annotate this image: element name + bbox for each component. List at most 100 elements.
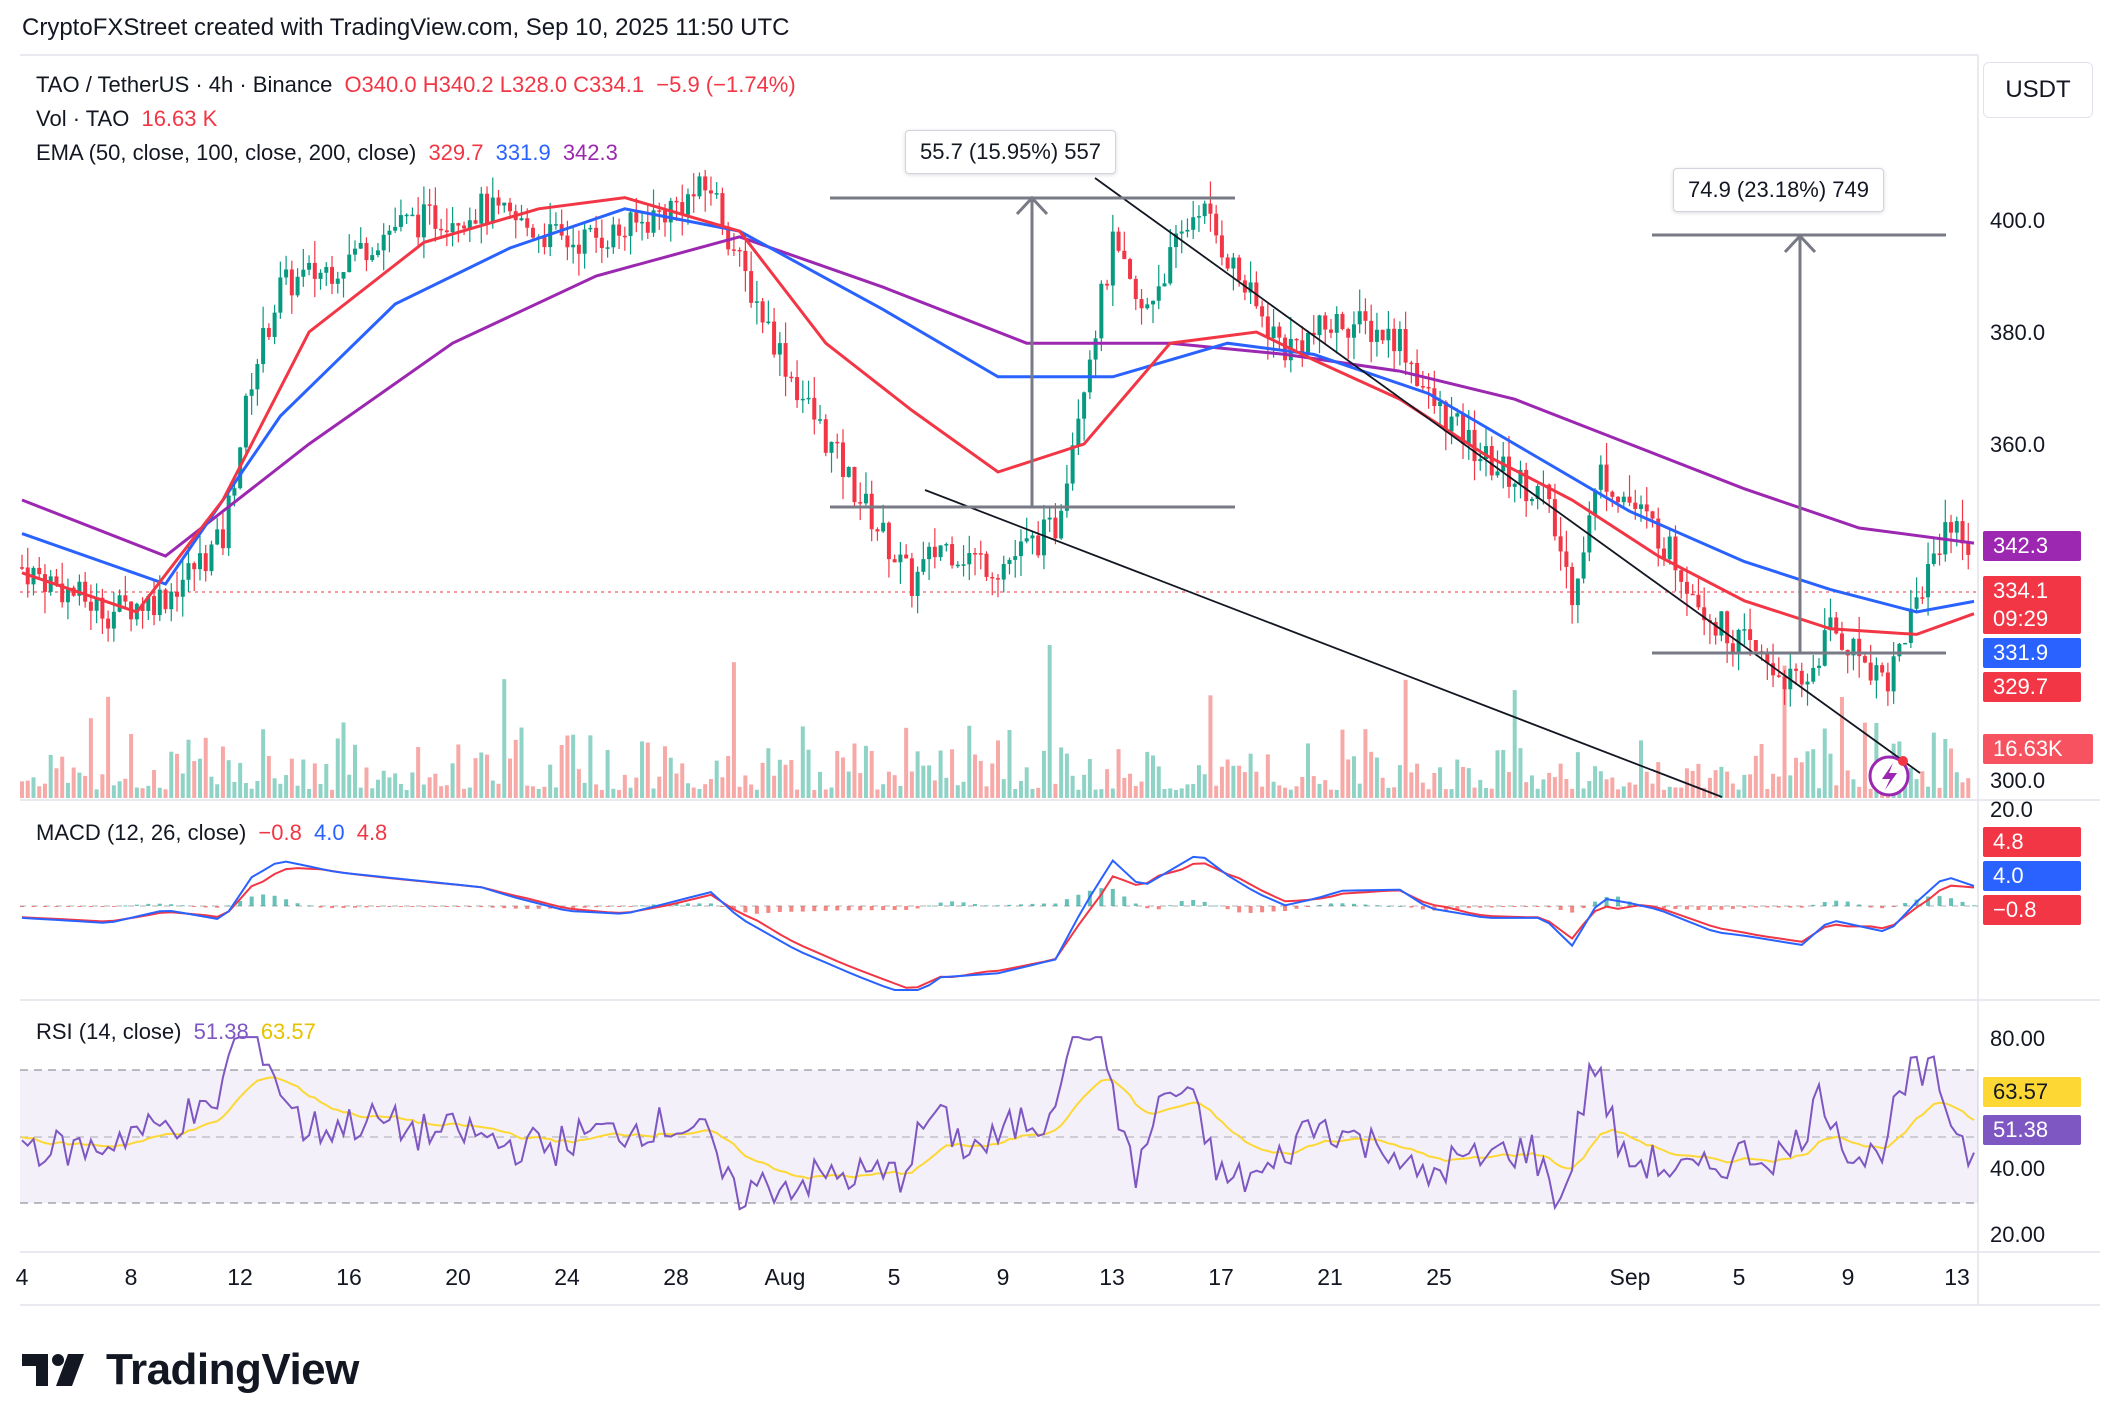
- volume-bar: [1001, 779, 1006, 798]
- volume-bar: [1535, 788, 1540, 798]
- volume-bar: [65, 782, 70, 798]
- volume-bar: [1191, 784, 1196, 798]
- macd-hist-bar: [192, 906, 197, 907]
- volume-bar: [829, 787, 834, 798]
- candle-body: [427, 204, 432, 206]
- volume-bar: [31, 777, 36, 798]
- macd-hist-bar: [31, 906, 36, 907]
- vol-value: 16.63 K: [141, 106, 218, 131]
- candle-body: [393, 226, 398, 231]
- x-tick-label: 20: [445, 1264, 471, 1290]
- macd-hist-bar: [479, 906, 484, 908]
- volume-bar: [1776, 776, 1781, 798]
- volume-bar: [232, 781, 237, 798]
- volume-bar: [1598, 771, 1603, 798]
- measure-right: [1652, 233, 1946, 655]
- macd-hist-bar: [754, 906, 759, 914]
- macd-hist-bar: [20, 906, 24, 907]
- candle-body: [967, 552, 972, 565]
- volume-bar: [1357, 783, 1362, 798]
- candle-body: [209, 544, 214, 572]
- candle-body: [404, 214, 409, 217]
- x-tick-label: Sep: [1609, 1264, 1651, 1290]
- volume-bar: [536, 789, 541, 798]
- macd-line-value: 4.0: [313, 820, 345, 845]
- x-tick-label: 16: [336, 1264, 362, 1290]
- candle-body: [60, 583, 65, 603]
- candle-body: [1604, 464, 1609, 492]
- macd-line: [21, 855, 1975, 991]
- candle-body: [657, 210, 662, 212]
- volume-bar: [1627, 782, 1632, 798]
- macd-hist-bar: [582, 906, 587, 908]
- volume-bar: [818, 771, 823, 798]
- candle-body: [777, 343, 782, 355]
- macd-hist-bar: [536, 906, 541, 909]
- candle-body: [783, 343, 788, 377]
- macd-hist-bar: [881, 906, 886, 911]
- candle-body: [1673, 536, 1678, 571]
- candle-body: [1260, 306, 1265, 317]
- macd-hist-bar: [1822, 902, 1827, 906]
- macd-hist-bar: [1191, 900, 1196, 906]
- candle-body: [1610, 491, 1615, 497]
- macd-hist-bar: [789, 906, 794, 912]
- ema50-tag: 329.7: [1983, 672, 2081, 702]
- volume-bar: [1845, 770, 1850, 798]
- candle-body: [152, 596, 157, 616]
- macd-hist-bar: [1684, 906, 1689, 910]
- candle-body: [330, 266, 335, 284]
- volume-bar: [1070, 775, 1075, 798]
- candle-body: [829, 441, 834, 453]
- rsi-line: [21, 1036, 1975, 1211]
- candle-body: [1449, 416, 1454, 432]
- volume-bar: [1908, 768, 1913, 798]
- macd-hist-bar: [1903, 903, 1908, 906]
- candle-body: [1173, 233, 1178, 248]
- volume-bar: [1122, 777, 1127, 798]
- volume-bar: [576, 769, 581, 798]
- volume-bar: [1105, 769, 1110, 798]
- volume-bar: [485, 754, 490, 798]
- pane-frames: [20, 54, 2100, 1306]
- macd-hist-bar: [1707, 906, 1712, 911]
- macd-hist-bar: [571, 906, 576, 909]
- candle-body: [1748, 629, 1753, 641]
- volume-bar: [1397, 765, 1402, 798]
- candle-body: [1007, 559, 1012, 564]
- lightning-alert-icon[interactable]: [1868, 755, 1910, 797]
- macd-hist-bar: [261, 894, 266, 906]
- macd-hist-bar: [1960, 901, 1965, 906]
- candle-body: [1581, 552, 1586, 579]
- candle-body: [1306, 332, 1311, 354]
- candle-body: [1478, 459, 1483, 462]
- volume-bar: [243, 783, 248, 798]
- candle-body: [685, 194, 690, 215]
- candle-body: [1489, 446, 1494, 476]
- macd-hist-bar: [1776, 906, 1781, 908]
- candle-body: [1753, 640, 1758, 652]
- macd-hist-bar: [1765, 906, 1770, 908]
- candle-body: [720, 193, 725, 227]
- volume-bar: [335, 738, 340, 798]
- volume-bar: [1719, 766, 1724, 798]
- candle-body: [1323, 315, 1328, 330]
- candle-body: [1294, 338, 1299, 341]
- candle-body: [1839, 633, 1844, 650]
- macd-hist-bar: [697, 903, 702, 906]
- candle-body: [94, 597, 99, 611]
- volume-bar: [163, 789, 168, 798]
- volume-bar: [192, 761, 197, 798]
- macd-signal-tag: 4.8: [1983, 827, 2081, 857]
- volume-bar: [640, 741, 645, 798]
- candle-body: [1518, 469, 1523, 484]
- volume-bar: [1495, 750, 1500, 798]
- macd-hist-bar: [938, 902, 943, 906]
- candle-body: [473, 220, 478, 224]
- candle-body: [1219, 235, 1224, 258]
- candle-body: [1328, 329, 1333, 333]
- macd-hist-bar: [743, 906, 748, 913]
- candle-body: [1811, 667, 1816, 682]
- currency-button[interactable]: USDT: [1983, 62, 2093, 118]
